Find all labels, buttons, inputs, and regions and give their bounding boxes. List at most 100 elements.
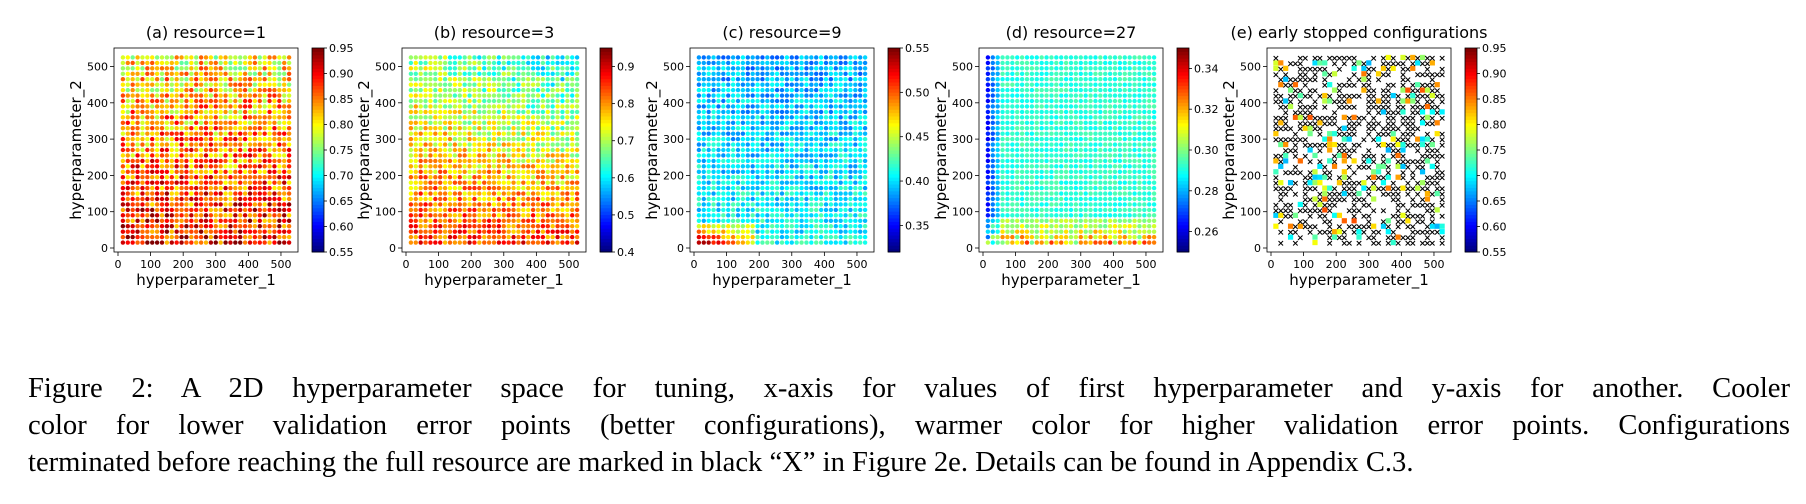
config-point: [130, 98, 135, 104]
config-point: [477, 229, 482, 234]
config-point: [535, 191, 541, 196]
config-point: [130, 77, 135, 82]
config-point: [985, 202, 991, 207]
config-point: [858, 175, 863, 180]
config-point: [530, 136, 536, 142]
config-point: [740, 55, 746, 60]
config-point: [233, 66, 238, 71]
config-point: [555, 213, 560, 218]
config-point: [1059, 60, 1064, 66]
config-point: [238, 180, 243, 185]
colorbar-segment: [600, 68, 612, 73]
config-point: [848, 136, 853, 142]
config-point: [477, 147, 482, 153]
config-point: [286, 131, 292, 136]
config-point: [560, 213, 565, 218]
config-point: [203, 153, 209, 158]
config-point: [486, 93, 492, 98]
config-point: [130, 164, 135, 169]
config-point: [262, 191, 267, 196]
config-point: [486, 104, 492, 109]
config-point: [433, 185, 438, 191]
config-point: [242, 147, 248, 153]
config-point: [1005, 185, 1010, 191]
config-point: [1112, 218, 1118, 223]
config-point: [1112, 109, 1118, 115]
config-point: [535, 224, 541, 229]
config-point: [233, 218, 238, 223]
config-point: [774, 98, 780, 104]
colorbar-segment: [600, 218, 612, 222]
config-point: [995, 175, 1000, 180]
config-point: [760, 98, 765, 104]
config-point: [516, 229, 521, 234]
config-point: [721, 77, 726, 82]
config-point: [545, 66, 550, 71]
config-point: [1063, 71, 1069, 76]
config-point: [433, 207, 438, 213]
config-point: [555, 142, 560, 147]
config-point: [1063, 229, 1069, 234]
config-point: [818, 175, 824, 180]
colorbar-segment: [312, 48, 324, 52]
config-point: [1034, 213, 1039, 218]
config-point: [1019, 115, 1025, 120]
config-point: [540, 104, 546, 109]
config-point: [701, 77, 706, 82]
config-point: [252, 185, 258, 191]
config-point: [218, 196, 223, 202]
config-point: [838, 60, 843, 66]
config-point: [789, 202, 794, 207]
config-point: [828, 169, 834, 174]
config-point: [252, 191, 258, 196]
config-point: [442, 175, 448, 180]
config-point: [457, 213, 462, 218]
config-point: [447, 115, 453, 120]
config-point: [1054, 82, 1059, 87]
config-point: [1068, 213, 1074, 218]
config-point: [1112, 234, 1118, 240]
config-point: [1019, 82, 1025, 87]
config-point: [467, 82, 472, 87]
config-point: [447, 175, 453, 180]
config-point: [740, 180, 746, 185]
config-point: [1010, 234, 1015, 240]
config-point: [1019, 218, 1025, 223]
config-point: [247, 213, 253, 218]
config-point: [1117, 229, 1123, 234]
config-point: [730, 229, 736, 234]
config-point: [706, 66, 711, 71]
config-point: [418, 153, 423, 158]
config-point: [501, 131, 506, 136]
config-point: [1019, 71, 1025, 76]
config-point: [277, 180, 282, 185]
config-point: [277, 158, 282, 164]
config-point: [1049, 234, 1054, 240]
config-point: [150, 55, 155, 60]
colorbar-tick-label: 0.7: [617, 135, 635, 148]
config-point: [701, 218, 706, 223]
config-point: [1015, 207, 1020, 213]
config-point: [169, 147, 174, 153]
config-point: [1073, 93, 1079, 98]
colorbar-segment: [312, 170, 324, 175]
config-point: [438, 71, 443, 76]
config-point: [1000, 180, 1005, 185]
config-point: [169, 180, 174, 185]
config-point: [418, 218, 423, 223]
config-point: [1005, 109, 1010, 115]
config-point: [1029, 202, 1035, 207]
config-point: [482, 60, 487, 66]
config-point: [789, 169, 794, 174]
config-point: [794, 202, 799, 207]
config-point: [189, 60, 194, 66]
config-point: [1019, 153, 1025, 158]
config-point: [179, 229, 184, 234]
config-point: [203, 131, 209, 136]
config-point: [184, 60, 189, 66]
config-point: [735, 164, 741, 169]
config-point: [1112, 175, 1118, 180]
config-point: [159, 175, 165, 180]
config-point: [1093, 55, 1098, 60]
colorbar-segment: [600, 153, 612, 158]
